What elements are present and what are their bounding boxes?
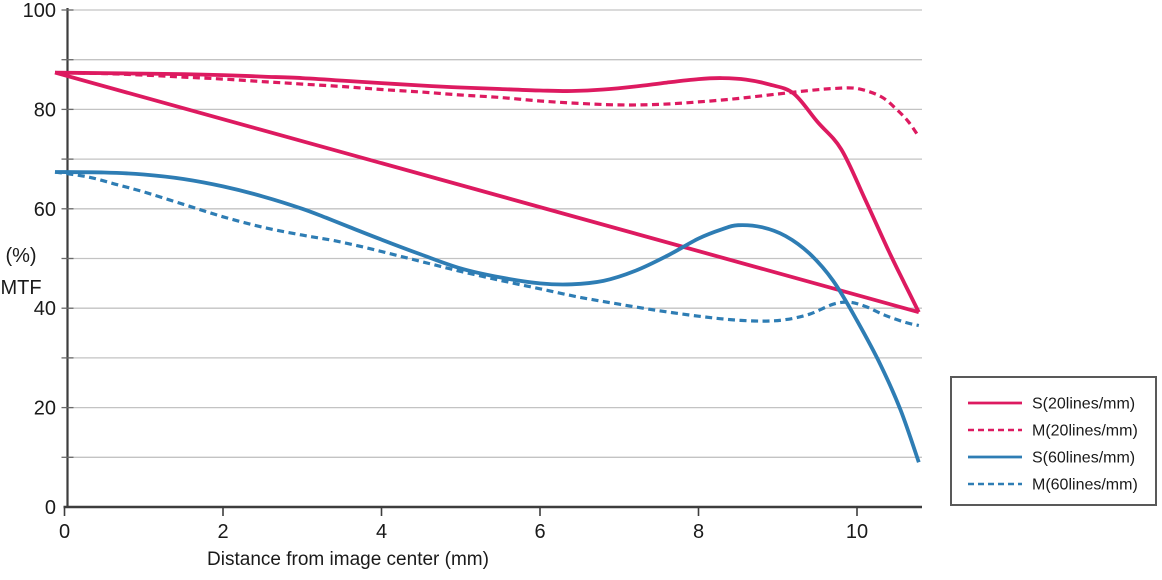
legend-label-0: S(20lines/mm) <box>1032 396 1135 413</box>
legend-label-2: S(60lines/mm) <box>1032 450 1135 467</box>
y-tick-label-100: 100 <box>23 0 56 22</box>
series-4-M-curve <box>54 170 920 328</box>
y-tick-label-60: 60 <box>34 199 56 221</box>
series-0-S-curve <box>54 70 921 314</box>
y-tick-label-40: 40 <box>34 298 56 320</box>
series-2-S-curve <box>54 70 920 315</box>
x-axis-title: Distance from image center (mm) <box>207 549 489 570</box>
y-axis-label-mtf: MTF <box>0 277 41 299</box>
x-tick-label-4: 4 <box>376 521 387 543</box>
x-tick-label-8: 8 <box>693 521 704 543</box>
y-axis-label-percent: (%) <box>5 245 36 267</box>
x-tick-label-10: 10 <box>846 521 868 543</box>
legend-label-3: M(60lines/mm) <box>1032 477 1138 494</box>
legend-box <box>950 376 1157 506</box>
series-3-S-curve <box>54 170 921 463</box>
axis-ticks <box>61 9 858 516</box>
legend-label-1: M(20lines/mm) <box>1032 423 1138 440</box>
y-tick-label-80: 80 <box>34 99 56 121</box>
legend: S(20lines/mm) M(20lines/mm) S(60lines/mm) M… <box>950 376 1157 506</box>
y-tick-label-0: 0 <box>45 497 56 519</box>
y-tick-label-20: 20 <box>34 398 56 420</box>
chart-series <box>54 70 921 463</box>
x-tick-label-0: 0 <box>59 521 70 543</box>
axis-tick-labels: 0 20 40 60 80 100 0 2 4 6 8 10 <box>23 0 869 543</box>
x-tick-label-6: 6 <box>534 521 545 543</box>
series-1-M-curve <box>54 71 921 138</box>
gridlines <box>67 9 922 458</box>
axes <box>63 8 922 509</box>
x-tick-label-2: 2 <box>217 521 228 543</box>
